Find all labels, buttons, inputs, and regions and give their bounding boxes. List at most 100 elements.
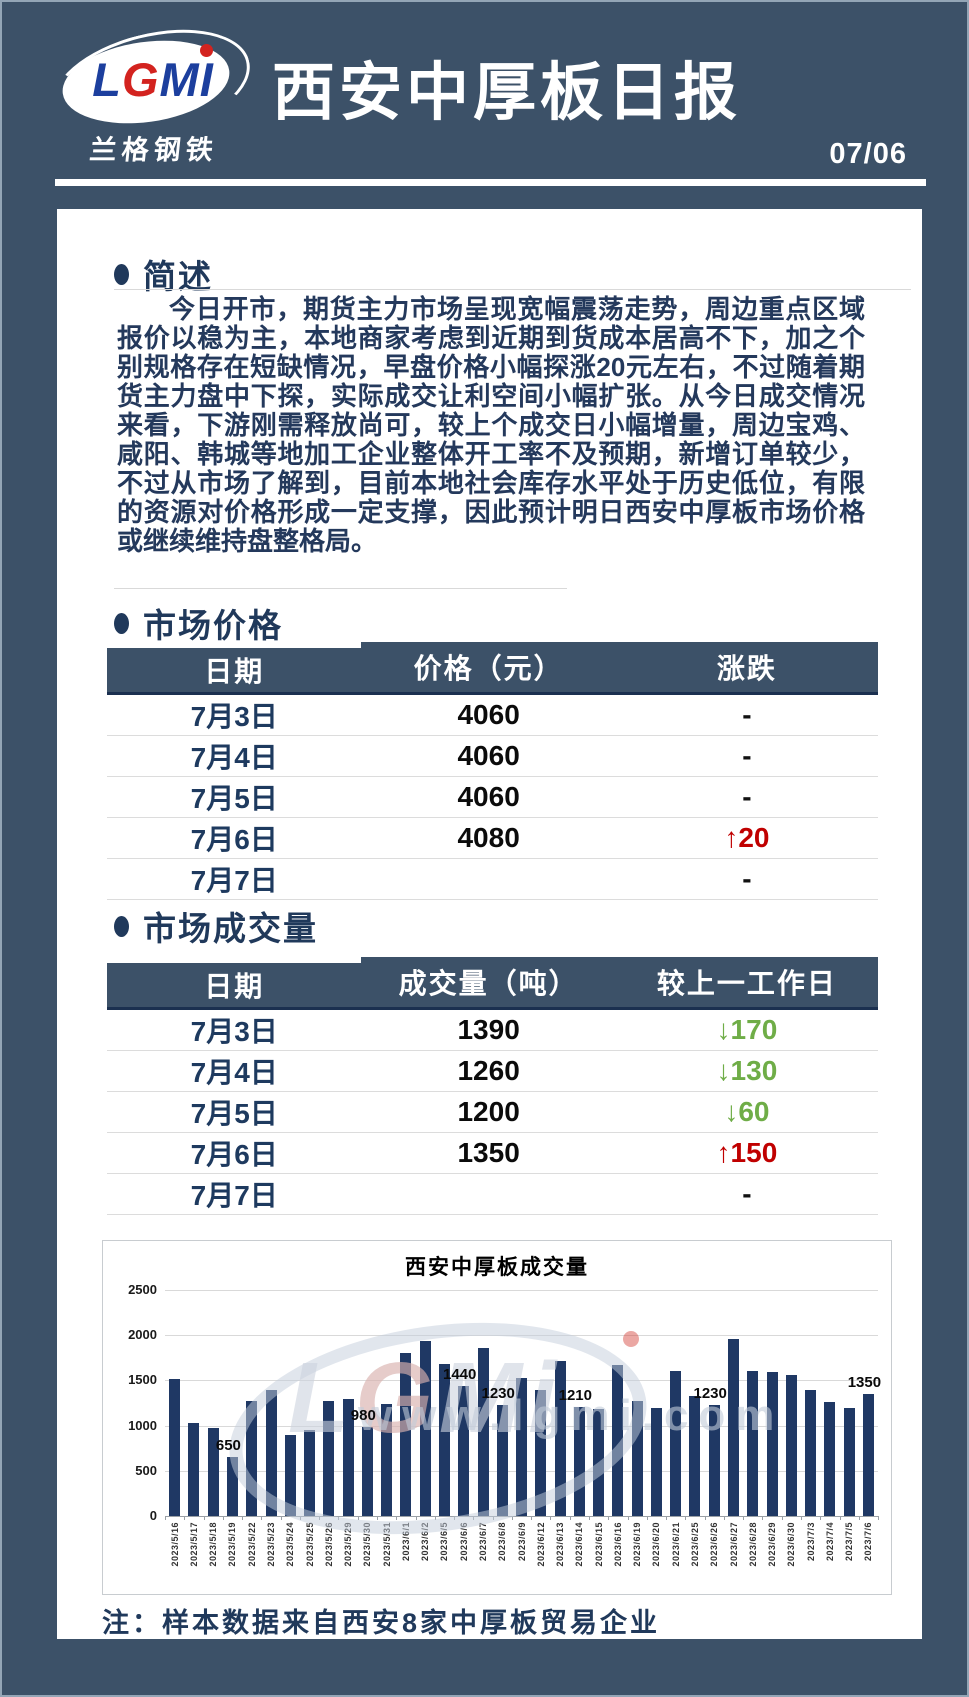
y-axis-tick-label: 1000 <box>128 1417 157 1433</box>
x-axis-tick <box>415 1516 417 1520</box>
x-axis-tick-label: 2023/6/8 <box>497 1522 508 1562</box>
x-axis-tick <box>473 1516 475 1520</box>
table-row: 7月7日 - <box>107 859 878 900</box>
bar-2023/6/7 <box>477 1347 489 1516</box>
x-axis-tick-label: 2023/5/29 <box>343 1522 354 1567</box>
price-heading: 市场价格 <box>114 599 283 647</box>
report-date: 07/06 <box>829 138 907 170</box>
x-axis-tick-label: 2023/6/6 <box>458 1522 469 1562</box>
x-axis-tick <box>878 1516 879 1520</box>
logo-letter: G <box>121 53 160 106</box>
bar-2023/7/3 <box>805 1390 817 1516</box>
bar-2023/5/18 <box>207 1428 219 1516</box>
price-heading-label: 市场价格 <box>143 607 283 644</box>
x-axis-tick <box>280 1516 282 1520</box>
watermark-red-dot <box>623 1331 639 1347</box>
bar-2023/5/24 <box>284 1434 296 1516</box>
x-axis-tick-label: 2023/6/2 <box>420 1522 431 1562</box>
row-date: 7月4日 <box>190 1057 278 1088</box>
bar-2023/6/6 <box>458 1385 470 1516</box>
row-date: 7月5日 <box>190 783 278 814</box>
table-row: 7月6日 4080 ↑20 <box>107 818 878 859</box>
x-axis-tick-label: 2023/6/9 <box>516 1522 527 1562</box>
y-axis-tick-label: 2000 <box>128 1327 157 1343</box>
x-axis-tick-label: 2023/5/23 <box>266 1522 276 1567</box>
bar-2023/6/25 <box>689 1395 701 1516</box>
bar-2023/5/23 <box>265 1390 277 1516</box>
bar-2023/5/30 <box>361 1427 373 1516</box>
x-axis-tick-label: 2023/6/21 <box>670 1522 681 1567</box>
bar-2023/6/29 <box>766 1372 778 1516</box>
bar-2023/6/30 <box>785 1375 797 1516</box>
row-change: ↓170 <box>716 1014 778 1045</box>
x-axis-tick <box>569 1516 571 1520</box>
logo-letter: L <box>92 53 122 106</box>
bar-2023/6/28 <box>747 1371 759 1516</box>
x-axis-tick <box>800 1516 802 1520</box>
y-axis-tick-label: 2500 <box>128 1282 157 1297</box>
x-axis-tick-label: 2023/6/1 <box>400 1522 411 1562</box>
bar-2023/5/16 <box>169 1378 181 1516</box>
x-axis-tick <box>839 1516 841 1520</box>
x-axis-tick <box>550 1516 552 1520</box>
row-value <box>361 1174 615 1214</box>
row-change: - <box>742 781 752 812</box>
x-axis-tick-label: 2023/5/19 <box>227 1522 238 1567</box>
volume-table-header: 日期 成交量（吨） 较上一工作日 <box>107 957 878 1010</box>
row-change: ↑150 <box>716 1137 778 1168</box>
x-axis-tick <box>261 1516 263 1520</box>
bar-2023/6/27 <box>728 1338 739 1516</box>
volume-heading: 市场成交量 <box>114 902 318 950</box>
row-value: 1260 <box>457 1055 520 1086</box>
table-row: 7月3日 4060 - <box>107 695 878 736</box>
bar-data-label: 1230 <box>481 1384 515 1402</box>
column-header: 日期 <box>107 642 362 692</box>
x-axis-tick <box>242 1516 244 1520</box>
bar-data-label: 1350 <box>847 1374 882 1391</box>
bar-2023/6/21 <box>670 1371 682 1516</box>
x-axis-tick <box>858 1516 860 1520</box>
table-row: 7月3日 1390 ↓170 <box>107 1010 878 1051</box>
x-axis-tick-label: 2023/6/28 <box>747 1522 758 1567</box>
row-date: 7月5日 <box>190 1098 278 1129</box>
row-change: ↓60 <box>724 1096 770 1127</box>
bar-2023/7/5 <box>843 1407 855 1516</box>
x-axis-tick <box>627 1516 629 1520</box>
row-date: 7月4日 <box>190 742 278 773</box>
x-axis-tick <box>165 1516 166 1520</box>
bar-2023/5/19 <box>226 1457 238 1516</box>
x-axis-tick-label: 2023/6/7 <box>478 1522 488 1562</box>
logo-letter: M <box>159 53 200 106</box>
table-row: 7月7日 - <box>107 1174 878 1215</box>
x-axis-tick-label: 2023/6/30 <box>786 1522 797 1567</box>
bar-2023/5/25 <box>304 1430 315 1516</box>
bar-2023/6/9 <box>516 1377 527 1516</box>
x-axis-tick-label: 2023/5/16 <box>169 1522 180 1567</box>
x-axis-tick-label: 2023/5/24 <box>285 1522 296 1567</box>
page-title: 西安中厚板日报 <box>272 58 741 128</box>
x-axis-tick <box>299 1516 301 1520</box>
logo-red-dot <box>200 44 213 57</box>
x-axis-tick <box>762 1516 764 1520</box>
row-change: - <box>742 740 752 771</box>
row-change: - <box>742 1178 752 1209</box>
table-row: 7月4日 1260 ↓130 <box>107 1051 878 1092</box>
table-row: 7月6日 1350 ↑150 <box>107 1133 878 1174</box>
x-axis-tick <box>492 1516 494 1520</box>
row-change: - <box>742 699 752 730</box>
row-date: 7月3日 <box>190 701 278 732</box>
x-axis-tick-label: 2023/6/12 <box>535 1522 546 1567</box>
x-axis-tick-label: 2023/6/29 <box>767 1522 777 1567</box>
row-date: 7月7日 <box>190 865 278 896</box>
row-value <box>361 859 615 899</box>
x-axis-tick-label: 2023/7/6 <box>863 1522 874 1562</box>
summary-heading: 简述 <box>114 250 213 298</box>
table-row: 7月5日 4060 - <box>107 777 878 818</box>
x-axis-tick-label: 2023/6/16 <box>612 1522 623 1567</box>
bar-2023/5/29 <box>342 1399 354 1516</box>
x-axis-tick <box>511 1516 513 1520</box>
row-value: 1350 <box>457 1137 520 1168</box>
footnote: 注：样本数据来自西安8家中厚板贸易企业 <box>102 1608 661 1638</box>
bar-2023/6/5 <box>438 1364 450 1516</box>
